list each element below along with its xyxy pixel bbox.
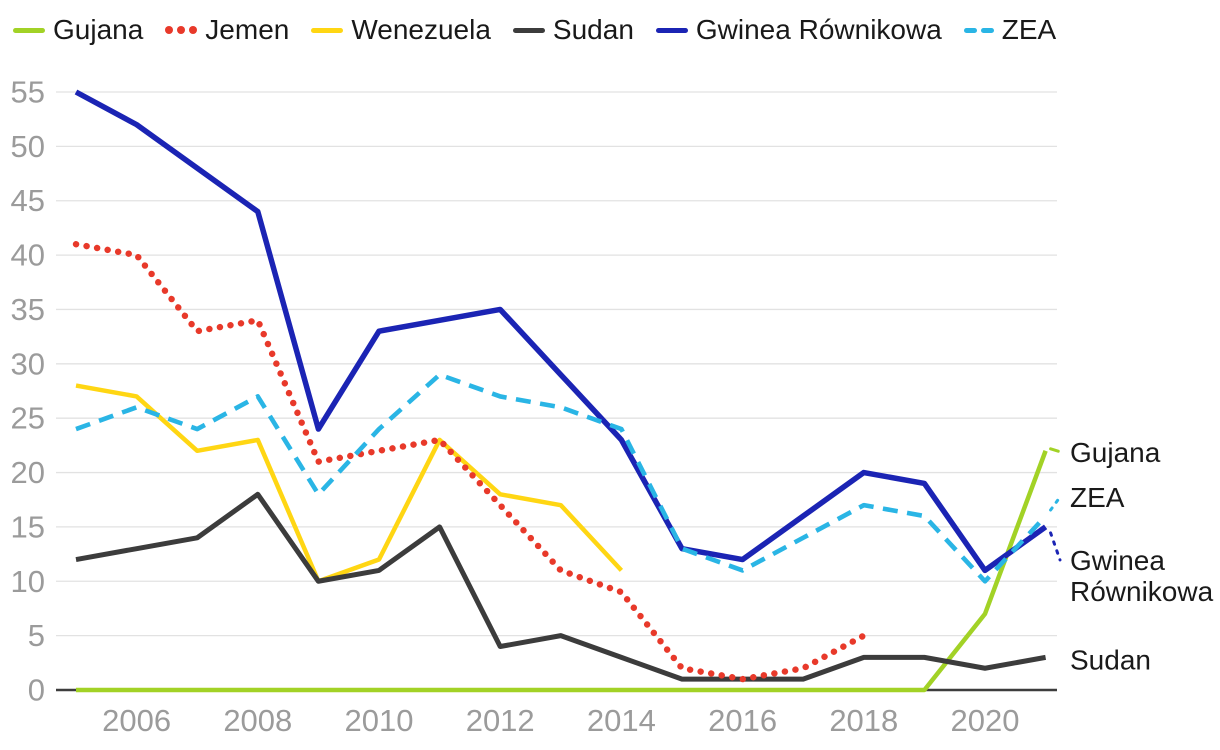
series-end-label-gujana: Gujana (1070, 436, 1161, 467)
legend-dotted-line-swatch-icon (165, 26, 198, 34)
y-tick-label: 5 (28, 618, 45, 653)
legend-item-gwinea-rownikowa: Gwinea Równikowa (655, 14, 942, 45)
swatch-dash (963, 27, 977, 33)
y-tick-label: 0 (28, 673, 45, 708)
legend-solid-line-swatch-icon (512, 27, 545, 33)
y-tick-label: 25 (11, 401, 45, 436)
legend-item-zea: ZEA (963, 14, 1057, 45)
swatch-dash (980, 27, 994, 33)
legend-label: Jemen (205, 14, 290, 45)
series-line-gwinea-rownikowa (74, 89, 1048, 574)
series-line-wenezuela (75, 383, 624, 584)
y-tick-label: 10 (11, 564, 45, 599)
swatch-line (512, 27, 545, 33)
legend-item-wenezuela: Wenezuela (311, 16, 491, 44)
y-tick-label: 50 (11, 129, 45, 164)
series-line-gujana (76, 450, 1048, 693)
x-tick-label: 2014 (587, 703, 656, 738)
y-tick-label: 45 (11, 183, 45, 218)
swatch-dot (177, 26, 186, 34)
legend-dashed-line-swatch-icon (963, 27, 994, 33)
swatch-dot (189, 26, 198, 34)
legend-item-sudan: Sudan (512, 14, 634, 45)
swatch-dot (165, 26, 174, 34)
legend-label: Wenezuela (351, 14, 491, 45)
legend-solid-line-swatch-icon (311, 27, 344, 33)
y-tick-label: 15 (11, 509, 45, 544)
legend-solid-line-swatch-icon (13, 27, 45, 33)
legend-label: ZEA (1001, 14, 1057, 45)
legend-item-gujana: Gujana (13, 16, 143, 44)
x-tick-label: 2018 (829, 703, 898, 738)
series-line-jemen (72, 241, 867, 683)
series-end-label-gwinea-rownikowa: Gwinea Równikowa (1070, 544, 1214, 606)
x-tick-label: 2020 (951, 703, 1020, 738)
x-tick-label: 2008 (223, 703, 292, 738)
x-tick-label: 2006 (102, 703, 171, 738)
legend-label: Gwinea Równikowa (695, 14, 942, 45)
legend-solid-line-swatch-icon (655, 27, 688, 33)
series-end-label-sudan: Sudan (1070, 644, 1151, 675)
series-end-label-zea: ZEA (1070, 482, 1125, 513)
label-leader-gwinea-rownikowa (1049, 531, 1062, 562)
label-leader-gujana (1049, 447, 1062, 454)
label-leader-zea (1049, 495, 1062, 512)
x-tick-label: 2016 (708, 703, 777, 738)
series-line-zea (75, 372, 1048, 584)
legend-item-jemen: Jemen (165, 16, 289, 44)
swatch-line (655, 27, 688, 33)
swatch-line (311, 27, 344, 33)
y-tick-label: 20 (11, 455, 45, 490)
legend-label: Gujana (53, 14, 144, 45)
legend: Gujana Jemen Wenezuela Sudan Gwinea Równikow… (13, 16, 1056, 44)
swatch-line (13, 27, 45, 33)
y-tick-label: 30 (11, 346, 45, 381)
y-tick-label: 40 (11, 238, 45, 273)
x-tick-label: 2010 (345, 703, 414, 738)
series-line-sudan (75, 491, 1047, 682)
legend-label: Sudan (552, 14, 634, 45)
y-tick-label: 55 (11, 75, 45, 110)
x-tick-label: 2012 (466, 703, 535, 738)
y-tick-label: 35 (11, 292, 45, 327)
